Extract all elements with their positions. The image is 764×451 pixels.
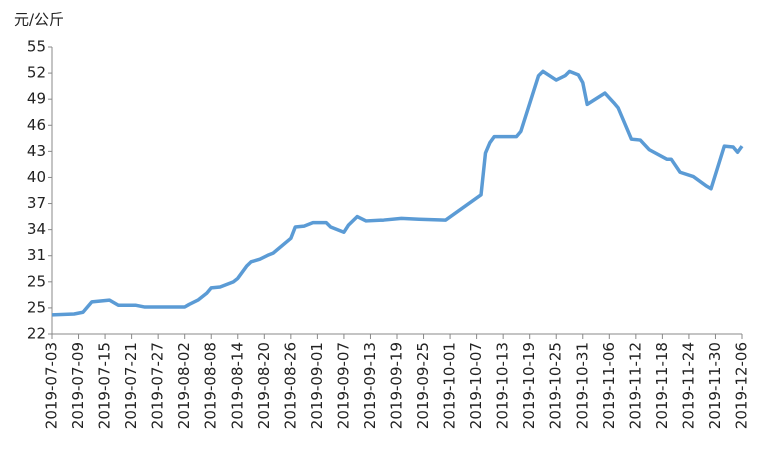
x-tick-label: 2019-10-25 xyxy=(547,342,565,429)
x-tick-label: 2019-10-31 xyxy=(573,342,591,429)
x-tick-label: 2019-09-25 xyxy=(414,342,432,429)
x-tick-label: 2019-07-09 xyxy=(69,342,87,429)
x-tick-label: 2019-10-19 xyxy=(520,342,538,429)
y-tick-label: 49 xyxy=(27,90,46,108)
y-tick-label: 25 xyxy=(27,298,46,316)
x-tick-label: 2019-07-27 xyxy=(149,342,167,429)
y-tick-label: 43 xyxy=(27,142,46,160)
y-tick-label: 52 xyxy=(27,64,46,82)
y-tick-label: 55 xyxy=(27,38,46,56)
x-tick-label: 2019-09-19 xyxy=(388,342,406,429)
x-tick-label: 2019-09-13 xyxy=(361,342,379,429)
y-tick-label: 31 xyxy=(27,246,46,264)
x-tick-label: 2019-10-01 xyxy=(441,342,459,429)
x-tick-label: 2019-11-18 xyxy=(653,342,671,429)
x-tick-label: 2019-07-21 xyxy=(122,342,140,429)
x-tick-label: 2019-08-20 xyxy=(255,342,273,429)
x-tick-label: 2019-09-07 xyxy=(334,342,352,429)
x-tick-label: 2019-08-02 xyxy=(175,342,193,429)
x-tick-label: 2019-09-01 xyxy=(308,342,326,429)
x-tick-label: 2019-07-15 xyxy=(96,342,114,429)
x-tick-label: 2019-08-08 xyxy=(202,342,220,429)
x-tick-label: 2019-11-06 xyxy=(600,342,618,429)
x-tick-label: 2019-08-26 xyxy=(281,342,299,429)
y-tick-label: 25 xyxy=(27,272,46,290)
y-tick-label: 22 xyxy=(27,325,46,343)
y-tick-label: 34 xyxy=(27,220,46,238)
y-tick-label: 37 xyxy=(27,194,46,212)
data-line xyxy=(51,69,744,317)
x-tick-label: 2019-08-14 xyxy=(228,342,246,429)
x-tick-label: 2019-11-12 xyxy=(626,342,644,429)
y-tick-label: 46 xyxy=(27,116,46,134)
x-tick-label: 2019-11-24 xyxy=(679,342,697,429)
x-tick-label: 2019-10-07 xyxy=(467,342,485,429)
y-axis-label: 元/公斤 xyxy=(14,11,64,29)
x-tick-label: 2019-12-06 xyxy=(733,342,751,429)
x-tick-label: 2019-07-03 xyxy=(43,342,61,429)
x-tick-label: 2019-10-13 xyxy=(494,342,512,429)
y-tick-label: 40 xyxy=(27,168,46,186)
x-tick-label: 2019-11-30 xyxy=(706,342,724,429)
